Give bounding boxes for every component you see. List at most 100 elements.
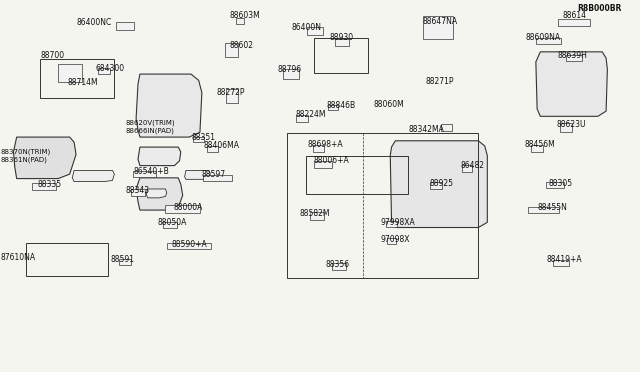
Text: 88602: 88602 [229, 41, 253, 50]
Bar [431, 182, 442, 189]
Bar [133, 171, 156, 177]
Polygon shape [390, 141, 487, 228]
Text: 88614: 88614 [563, 11, 587, 20]
Text: 88623U: 88623U [556, 121, 586, 129]
Polygon shape [147, 189, 167, 198]
Bar [165, 205, 200, 213]
Text: 86400NC: 86400NC [76, 18, 111, 27]
Bar [386, 221, 397, 227]
Bar [193, 137, 204, 142]
Bar [328, 105, 337, 110]
Bar [554, 260, 570, 266]
Bar [441, 124, 452, 131]
Polygon shape [138, 147, 180, 166]
Bar [284, 69, 300, 79]
Bar [58, 64, 82, 82]
Text: 88006+A: 88006+A [314, 156, 349, 165]
Bar [26, 243, 108, 276]
Text: 88343: 88343 [125, 186, 149, 195]
Bar [236, 18, 244, 24]
Bar [207, 145, 218, 152]
Text: 88456M: 88456M [524, 140, 555, 149]
Text: 88050A: 88050A [157, 218, 186, 227]
Polygon shape [72, 170, 115, 182]
Bar [335, 39, 349, 45]
Text: 88370N(TRIM): 88370N(TRIM) [1, 149, 51, 155]
Text: 88930: 88930 [330, 32, 354, 42]
Bar [423, 16, 454, 39]
Text: 97998XA: 97998XA [381, 218, 415, 227]
Text: 88224M: 88224M [296, 110, 326, 119]
Bar [99, 68, 110, 74]
Bar [296, 115, 308, 122]
Bar [307, 27, 323, 35]
Text: 88590+A: 88590+A [172, 240, 207, 249]
Polygon shape [13, 137, 76, 179]
Bar [287, 134, 478, 278]
Bar [558, 19, 590, 26]
Text: 88714M: 88714M [68, 78, 99, 87]
Bar [560, 124, 572, 132]
Text: 88700: 88700 [40, 51, 65, 60]
Text: 88620V(TRIM): 88620V(TRIM) [125, 120, 175, 126]
Text: 88591: 88591 [111, 255, 134, 264]
Text: 88305: 88305 [548, 179, 573, 187]
Text: 88272P: 88272P [216, 88, 245, 97]
Bar [204, 174, 232, 181]
Text: 88356: 88356 [325, 260, 349, 269]
Text: 97098X: 97098X [381, 235, 410, 244]
Text: 88603M: 88603M [229, 11, 260, 20]
Bar [116, 22, 134, 30]
Text: 88271P: 88271P [426, 77, 454, 86]
Text: 88609NA: 88609NA [525, 32, 561, 42]
Polygon shape [136, 178, 182, 210]
Text: 88000A: 88000A [173, 203, 202, 212]
Bar [225, 42, 238, 57]
Text: 88639H: 88639H [557, 51, 588, 60]
Polygon shape [136, 74, 202, 137]
Bar [168, 243, 211, 249]
Bar [528, 207, 559, 213]
Text: 88698+A: 88698+A [307, 140, 343, 149]
Text: 88597: 88597 [202, 170, 226, 179]
Text: 88406MA: 88406MA [204, 141, 240, 150]
Text: 88582M: 88582M [300, 209, 330, 218]
Text: 88455N: 88455N [537, 203, 567, 212]
Bar [531, 145, 543, 151]
Text: 86482: 86482 [461, 161, 484, 170]
Text: 88335: 88335 [38, 180, 62, 189]
Bar [313, 145, 324, 151]
Bar [314, 38, 368, 73]
Bar [314, 161, 332, 168]
Bar [387, 237, 396, 244]
Text: 88361N(PAD): 88361N(PAD) [1, 157, 47, 163]
Text: 86540+B: 86540+B [134, 167, 169, 176]
Polygon shape [536, 52, 607, 116]
Polygon shape [184, 170, 210, 179]
Bar [462, 165, 472, 171]
Text: 88846B: 88846B [326, 101, 355, 110]
Text: 684300: 684300 [95, 64, 124, 73]
Text: 88419+A: 88419+A [547, 255, 582, 264]
Bar [32, 183, 56, 190]
Bar [131, 189, 145, 196]
Text: 86400N: 86400N [292, 23, 322, 32]
Bar [332, 263, 346, 270]
Bar [310, 212, 324, 221]
Bar [163, 222, 177, 228]
Text: 88351: 88351 [191, 132, 215, 142]
Text: 88060M: 88060M [373, 100, 404, 109]
Text: 88925: 88925 [430, 179, 454, 187]
Text: 88342MA: 88342MA [408, 125, 444, 134]
Bar [546, 183, 564, 188]
Text: 87610NA: 87610NA [1, 253, 36, 262]
Bar [566, 55, 582, 61]
Text: 88796: 88796 [278, 65, 302, 74]
Bar [306, 155, 408, 194]
Text: 88647NA: 88647NA [422, 17, 458, 26]
Bar [536, 38, 561, 44]
Text: 88666IN(PAD): 88666IN(PAD) [125, 128, 174, 134]
Bar [120, 259, 131, 265]
Bar [40, 59, 115, 98]
Bar [226, 89, 237, 103]
